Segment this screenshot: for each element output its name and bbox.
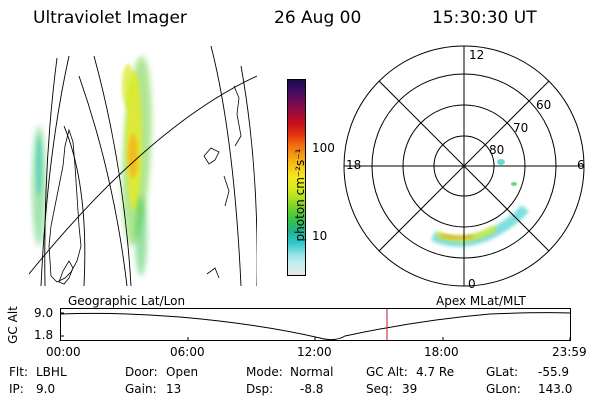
gain-label: Gain: (125, 382, 157, 396)
dsp-value: -8.8 (300, 382, 324, 396)
timeline-xtick-2359: 23:59 (552, 345, 587, 359)
glon-label: GLon: (486, 382, 521, 396)
door-value: Open (166, 365, 199, 379)
geographic-image-panel (29, 46, 257, 286)
mlt-label-18: 18 (346, 158, 362, 172)
date-label: 26 Aug 00 (274, 8, 362, 28)
timeline-xtick-1200: 12:00 (297, 345, 332, 359)
glon-value: 143.0 (538, 382, 573, 396)
timeline-xtick-0600: 06:00 (170, 345, 205, 359)
polar-mlt-plot (343, 45, 585, 287)
timeline-left-title: Geographic Lat/Lon (68, 294, 186, 308)
mlt-label-0: 0 (468, 277, 476, 291)
altitude-timeline (60, 308, 571, 341)
gc-altitude-curve (60, 312, 571, 341)
lat-label-80: 80 (489, 143, 505, 157)
seq-label: Seq: (366, 382, 393, 396)
flt-value: LBHL (36, 365, 67, 379)
time-label: 15:30:30 UT (432, 8, 537, 28)
coastlines (48, 85, 242, 285)
instrument-title: Ultraviolet Imager (33, 8, 187, 28)
lat-label-70: 70 (513, 121, 529, 135)
dsp-label: Dsp: (246, 382, 274, 396)
timeline-right-title: Apex MLat/MLT (436, 294, 526, 308)
timeline-ytick-1-8: 1.8 (34, 328, 54, 342)
timeline-ylabel: GC Alt (6, 306, 20, 344)
mode-label: Mode: (246, 365, 283, 379)
colorbar-unit-label: photon cm⁻²s⁻¹ (293, 148, 307, 242)
ip-value: 9.0 (36, 382, 56, 396)
colorbar-tick-10: 10 (312, 229, 328, 243)
mlt-label-12: 12 (469, 48, 485, 62)
lat-lon-grid (29, 46, 257, 286)
seq-value: 39 (402, 382, 418, 396)
gc-alt-value: 4.7 Re (416, 365, 455, 379)
gain-value: 13 (166, 382, 182, 396)
polar-grid (343, 45, 585, 287)
mlt-label-6: 6 (577, 158, 585, 172)
glat-label: GLat: (486, 365, 519, 379)
timeline-xtick-0000: 00:00 (46, 345, 81, 359)
flt-label: Flt: (9, 365, 28, 379)
colorbar (287, 79, 306, 276)
auroral-emission-geo (32, 56, 152, 276)
timeline-xtick-1800: 18:00 (424, 345, 459, 359)
ip-label: IP: (9, 382, 24, 396)
colorbar-tick-100: 100 (312, 141, 335, 155)
mode-value: Normal (290, 365, 334, 379)
glat-value: -55.9 (538, 365, 570, 379)
timeline-ytick-9: 9.0 (34, 306, 54, 320)
auroral-oval-polar (430, 159, 530, 247)
gc-alt-label: GC Alt: (366, 365, 408, 379)
lat-label-60: 60 (536, 98, 552, 112)
door-label: Door: (125, 365, 158, 379)
